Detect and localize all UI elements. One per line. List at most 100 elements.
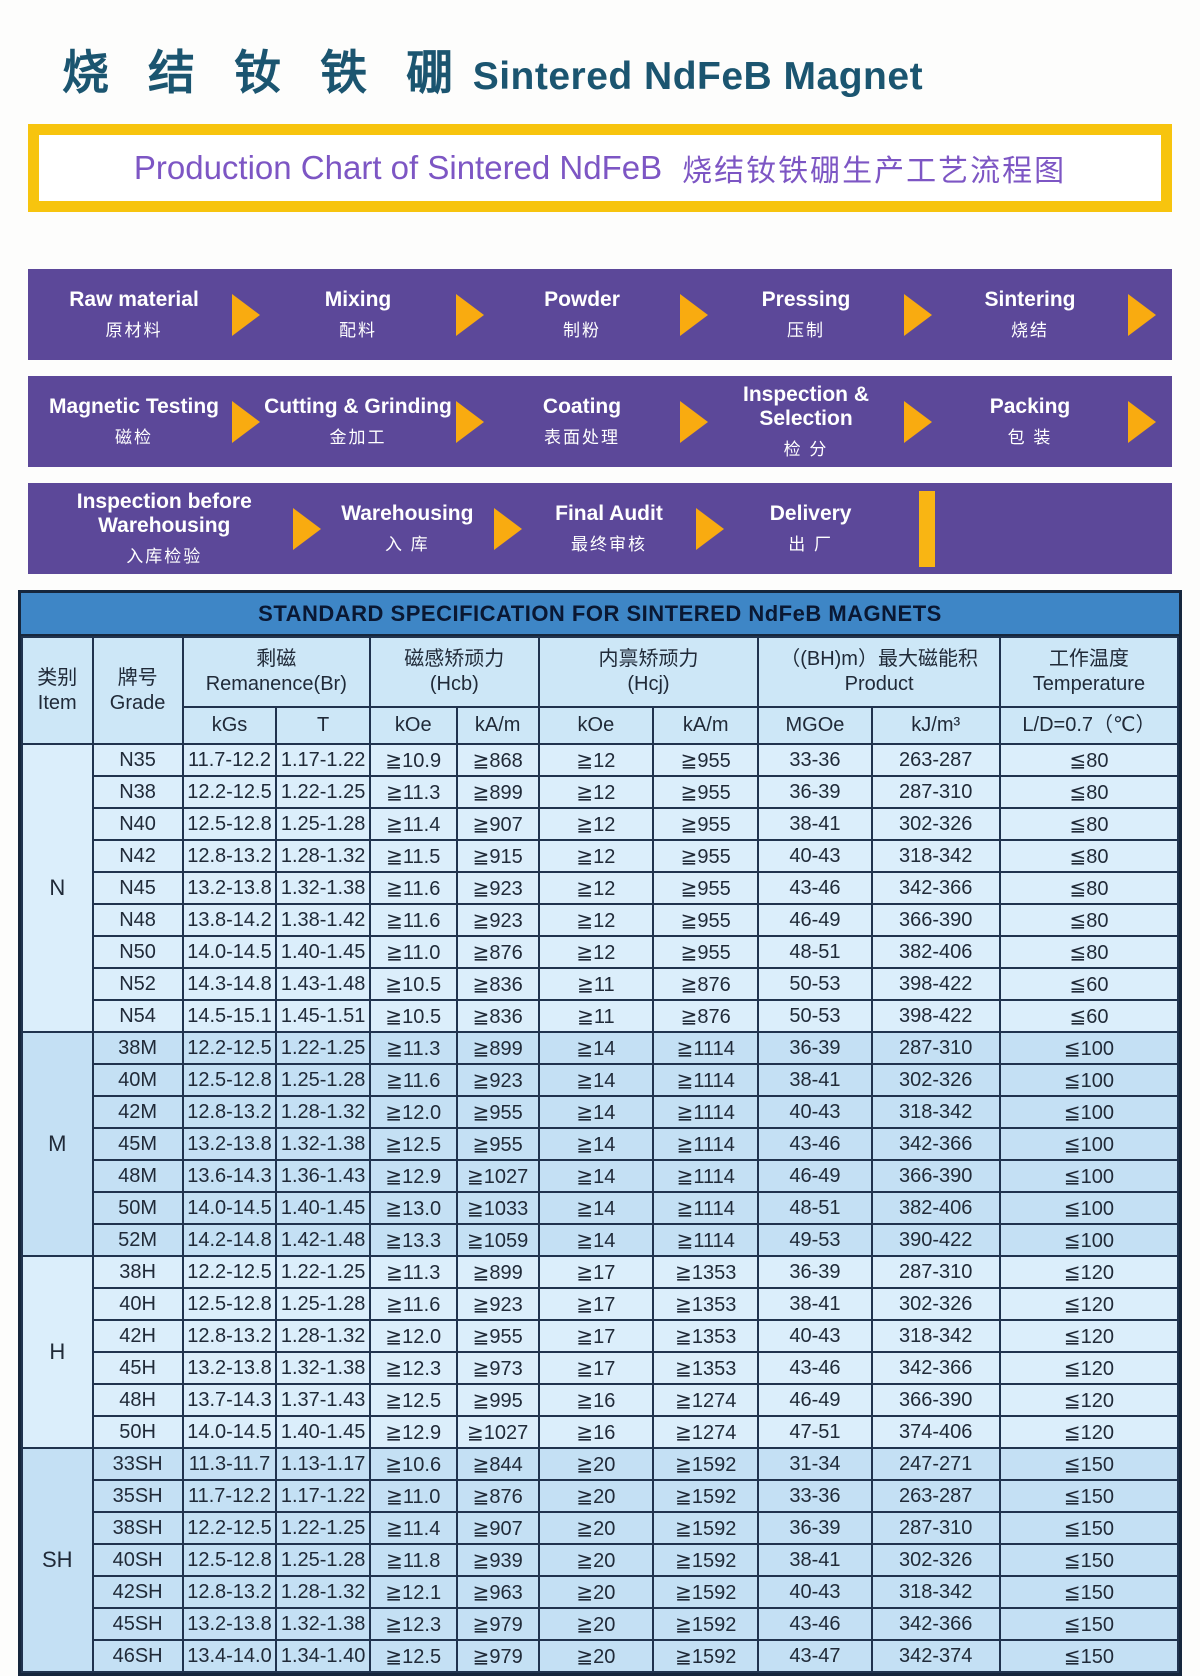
arrow-right-icon bbox=[456, 400, 484, 443]
value-cell: ≧20 bbox=[537, 1511, 655, 1545]
value-cell: 398-422 bbox=[870, 999, 1001, 1033]
end-bar-icon bbox=[919, 490, 936, 567]
value-cell: ≦120 bbox=[998, 1255, 1180, 1289]
value-cell: 40-43 bbox=[757, 1095, 873, 1129]
value-cell: 43-46 bbox=[757, 1351, 873, 1385]
value-cell: 1.25-1.28 bbox=[275, 1063, 371, 1097]
value-cell: 318-342 bbox=[870, 839, 1001, 873]
value-cell: 36-39 bbox=[757, 1255, 873, 1289]
value-cell: 1.32-1.38 bbox=[275, 1607, 371, 1641]
value-cell: ≧955 bbox=[652, 807, 760, 841]
page-title-zh: 烧 结 钕 铁 硼 bbox=[62, 46, 467, 99]
flow-step-label-en: Inspection & Selection bbox=[742, 383, 869, 430]
value-cell: ≦150 bbox=[998, 1575, 1180, 1609]
value-cell: 382-406 bbox=[870, 935, 1001, 969]
grade-cell: 45SH bbox=[91, 1607, 184, 1641]
value-cell: ≧1592 bbox=[652, 1607, 760, 1641]
production-chart-banner: Production Chart of Sintered NdFeB 烧结钕铁硼… bbox=[28, 124, 1172, 212]
arrow-right-icon bbox=[232, 400, 260, 443]
spec-row-N40: N40 12.5-12.8 1.25-1.28 ≧11.4 ≧907 ≧12 ≧955 38-… bbox=[22, 807, 1180, 841]
value-cell: 11.7-12.2 bbox=[181, 743, 278, 777]
value-cell: ≦150 bbox=[998, 1447, 1180, 1481]
value-cell: 1.28-1.32 bbox=[275, 839, 371, 873]
spec-row-N45: N45 13.2-13.8 1.32-1.38 ≧11.6 ≧923 ≧12 ≧955 43-… bbox=[22, 871, 1180, 905]
value-cell: ≧876 bbox=[652, 967, 760, 1001]
spec-row-45SH: 45SH 13.2-13.8 1.32-1.38 ≧12.3 ≧979 ≧20 ≧1592 4… bbox=[22, 1607, 1180, 1641]
page-title: 烧 结 钕 铁 硼 Sintered NdFeB Magnet bbox=[62, 34, 1200, 103]
value-cell: 12.2-12.5 bbox=[181, 1511, 278, 1545]
value-cell: 382-406 bbox=[870, 1191, 1001, 1225]
flow-step: Pressing 压制 bbox=[712, 288, 900, 341]
flow-step-label-zh: 表面处理 bbox=[544, 427, 620, 447]
grade-cell: 40H bbox=[91, 1287, 184, 1321]
value-cell: ≧17 bbox=[537, 1255, 655, 1289]
unit-t: T bbox=[275, 706, 371, 745]
value-cell: 302-326 bbox=[870, 1287, 1001, 1321]
value-cell: 36-39 bbox=[757, 775, 873, 809]
value-cell: ≧979 bbox=[455, 1639, 540, 1673]
value-cell: ≧11.6 bbox=[368, 903, 458, 937]
value-cell: 38-41 bbox=[757, 1287, 873, 1321]
value-cell: ≧907 bbox=[455, 1511, 540, 1545]
value-cell: ≧876 bbox=[455, 1479, 540, 1513]
value-cell: ≧11.4 bbox=[368, 807, 458, 841]
spec-row-38M: M 38M 12.2-12.5 1.22-1.25 ≧11.3 ≧899 ≧14 ≧1114 3… bbox=[21, 1031, 1180, 1257]
arrow-right-icon bbox=[232, 293, 260, 336]
value-cell: ≦150 bbox=[998, 1639, 1180, 1673]
value-cell: ≧1353 bbox=[652, 1351, 760, 1385]
arrow-right-icon bbox=[904, 400, 932, 443]
value-cell: ≧11.3 bbox=[368, 1255, 458, 1289]
value-cell: ≧1059 bbox=[455, 1223, 540, 1257]
value-cell: 49-53 bbox=[757, 1223, 873, 1257]
value-cell: ≦80 bbox=[998, 903, 1180, 937]
value-cell: ≧1592 bbox=[652, 1511, 760, 1545]
col-header-product: （(BH)m）最大磁能积 Product bbox=[757, 636, 1001, 708]
grade-cell: 52M bbox=[91, 1223, 184, 1257]
value-cell: 287-310 bbox=[870, 775, 1001, 809]
value-cell: ≧923 bbox=[455, 903, 540, 937]
value-cell: ≧923 bbox=[455, 871, 540, 905]
col-header-hcj: 内禀矫顽力 (Hcj) bbox=[537, 636, 760, 708]
grade-cell: 42M bbox=[91, 1095, 184, 1129]
value-cell: ≧973 bbox=[455, 1351, 540, 1385]
flow-step-label-en: Coating bbox=[542, 395, 622, 419]
value-cell: 263-287 bbox=[870, 1479, 1001, 1513]
value-cell: 43-47 bbox=[757, 1639, 873, 1673]
grade-cell: N45 bbox=[91, 871, 184, 905]
value-cell: ≧12.5 bbox=[368, 1639, 458, 1673]
value-cell: ≧12.5 bbox=[368, 1383, 458, 1417]
value-cell: ≧11.5 bbox=[368, 839, 458, 873]
value-cell: 374-406 bbox=[870, 1415, 1001, 1449]
value-cell: 38-41 bbox=[757, 1063, 873, 1097]
value-cell: ≦100 bbox=[998, 1127, 1180, 1161]
value-cell: 366-390 bbox=[870, 903, 1001, 937]
value-cell: ≧20 bbox=[537, 1607, 655, 1641]
value-cell: ≧12.0 bbox=[368, 1095, 458, 1129]
grade-cell: 40SH bbox=[91, 1543, 184, 1577]
grade-cell: N48 bbox=[91, 903, 184, 937]
value-cell: ≧876 bbox=[455, 935, 540, 969]
spec-row-38H: H 38H 12.2-12.5 1.22-1.25 ≧11.3 ≧899 ≧17 ≧1353 3… bbox=[21, 1255, 1180, 1449]
flow-step: Delivery 出 厂 bbox=[728, 502, 894, 555]
value-cell: 1.42-1.48 bbox=[275, 1223, 371, 1257]
value-cell: 1.25-1.28 bbox=[275, 1543, 371, 1577]
value-cell: ≧10.9 bbox=[368, 743, 458, 777]
value-cell: 14.0-14.5 bbox=[181, 935, 278, 969]
unit-kgs: kGs bbox=[181, 706, 278, 745]
value-cell: ≧955 bbox=[652, 775, 760, 809]
col-header-item-zh: 类别 bbox=[37, 666, 78, 689]
value-cell: 36-39 bbox=[757, 1511, 873, 1545]
group-label-M: M bbox=[21, 1031, 94, 1257]
value-cell: ≧13.3 bbox=[368, 1223, 458, 1257]
value-cell: 366-390 bbox=[870, 1383, 1001, 1417]
value-cell: ≧1114 bbox=[652, 1223, 760, 1257]
value-cell: ≧11.6 bbox=[368, 1063, 458, 1097]
spec-row-N52: N52 14.3-14.8 1.43-1.48 ≧10.5 ≧836 ≧11 ≧876 50-… bbox=[22, 967, 1180, 1001]
value-cell: ≧955 bbox=[652, 743, 760, 777]
spec-row-40SH: 40SH 12.5-12.8 1.25-1.28 ≧11.8 ≧939 ≧20 ≧1592 3… bbox=[22, 1543, 1180, 1577]
flow-step-label-zh: 金加工 bbox=[329, 427, 387, 447]
spec-row-40M: 40M 12.5-12.8 1.25-1.28 ≧11.6 ≧923 ≧14 ≧1114 38… bbox=[22, 1063, 1180, 1097]
value-cell: ≧1114 bbox=[652, 1127, 760, 1161]
value-cell: ≧12.3 bbox=[368, 1607, 458, 1641]
value-cell: 40-43 bbox=[757, 1575, 873, 1609]
